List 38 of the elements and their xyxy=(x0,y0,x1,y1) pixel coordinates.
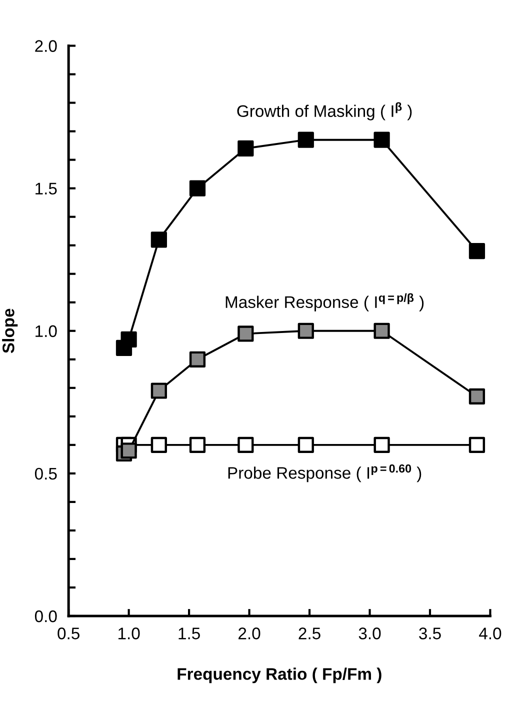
y-tick-label: 0.5 xyxy=(34,468,57,480)
x-axis-title: Frequency Ratio ( Fp/Fm ) xyxy=(178,668,382,684)
point xyxy=(374,436,390,453)
x-tick-label: 4.0 xyxy=(479,628,502,640)
point xyxy=(189,436,206,453)
y-axis-title: Slope xyxy=(2,308,18,354)
series-label: Growth of Masking ( I$^{β}$ ) xyxy=(237,102,412,120)
x-tick-label: 1.5 xyxy=(178,628,200,640)
x-tick-label: 3.0 xyxy=(358,628,381,640)
point xyxy=(150,382,167,399)
point xyxy=(238,140,254,156)
series-label: Probe Response ( I$^{p=0.60}$ ) xyxy=(228,464,422,482)
point xyxy=(468,388,486,405)
x-tick-label: 1.0 xyxy=(118,628,140,640)
point xyxy=(189,180,206,196)
point xyxy=(468,436,486,453)
point xyxy=(150,232,167,248)
series-label: Masker Response ( I$^{q=p/β}$ ) xyxy=(226,293,424,312)
x-tick-label: 3.5 xyxy=(419,628,441,640)
point xyxy=(468,242,486,260)
point xyxy=(238,436,254,453)
point xyxy=(120,442,137,459)
point xyxy=(298,436,314,453)
x-tick-label: 0.5 xyxy=(58,628,80,640)
y-tick-label: 1.0 xyxy=(36,325,57,338)
y-tick-label: 2.0 xyxy=(35,40,57,52)
point xyxy=(374,132,390,148)
point xyxy=(298,132,314,148)
y-tick-label: 0.0 xyxy=(34,610,57,622)
point xyxy=(120,331,137,348)
y-tick-label: 1.5 xyxy=(36,182,57,195)
x-tick-label: 2.5 xyxy=(298,628,320,640)
point xyxy=(374,322,390,339)
point xyxy=(238,326,254,342)
point xyxy=(150,436,167,453)
point xyxy=(298,322,314,339)
point xyxy=(189,351,206,368)
x-tick-label: 2.0 xyxy=(238,628,260,640)
